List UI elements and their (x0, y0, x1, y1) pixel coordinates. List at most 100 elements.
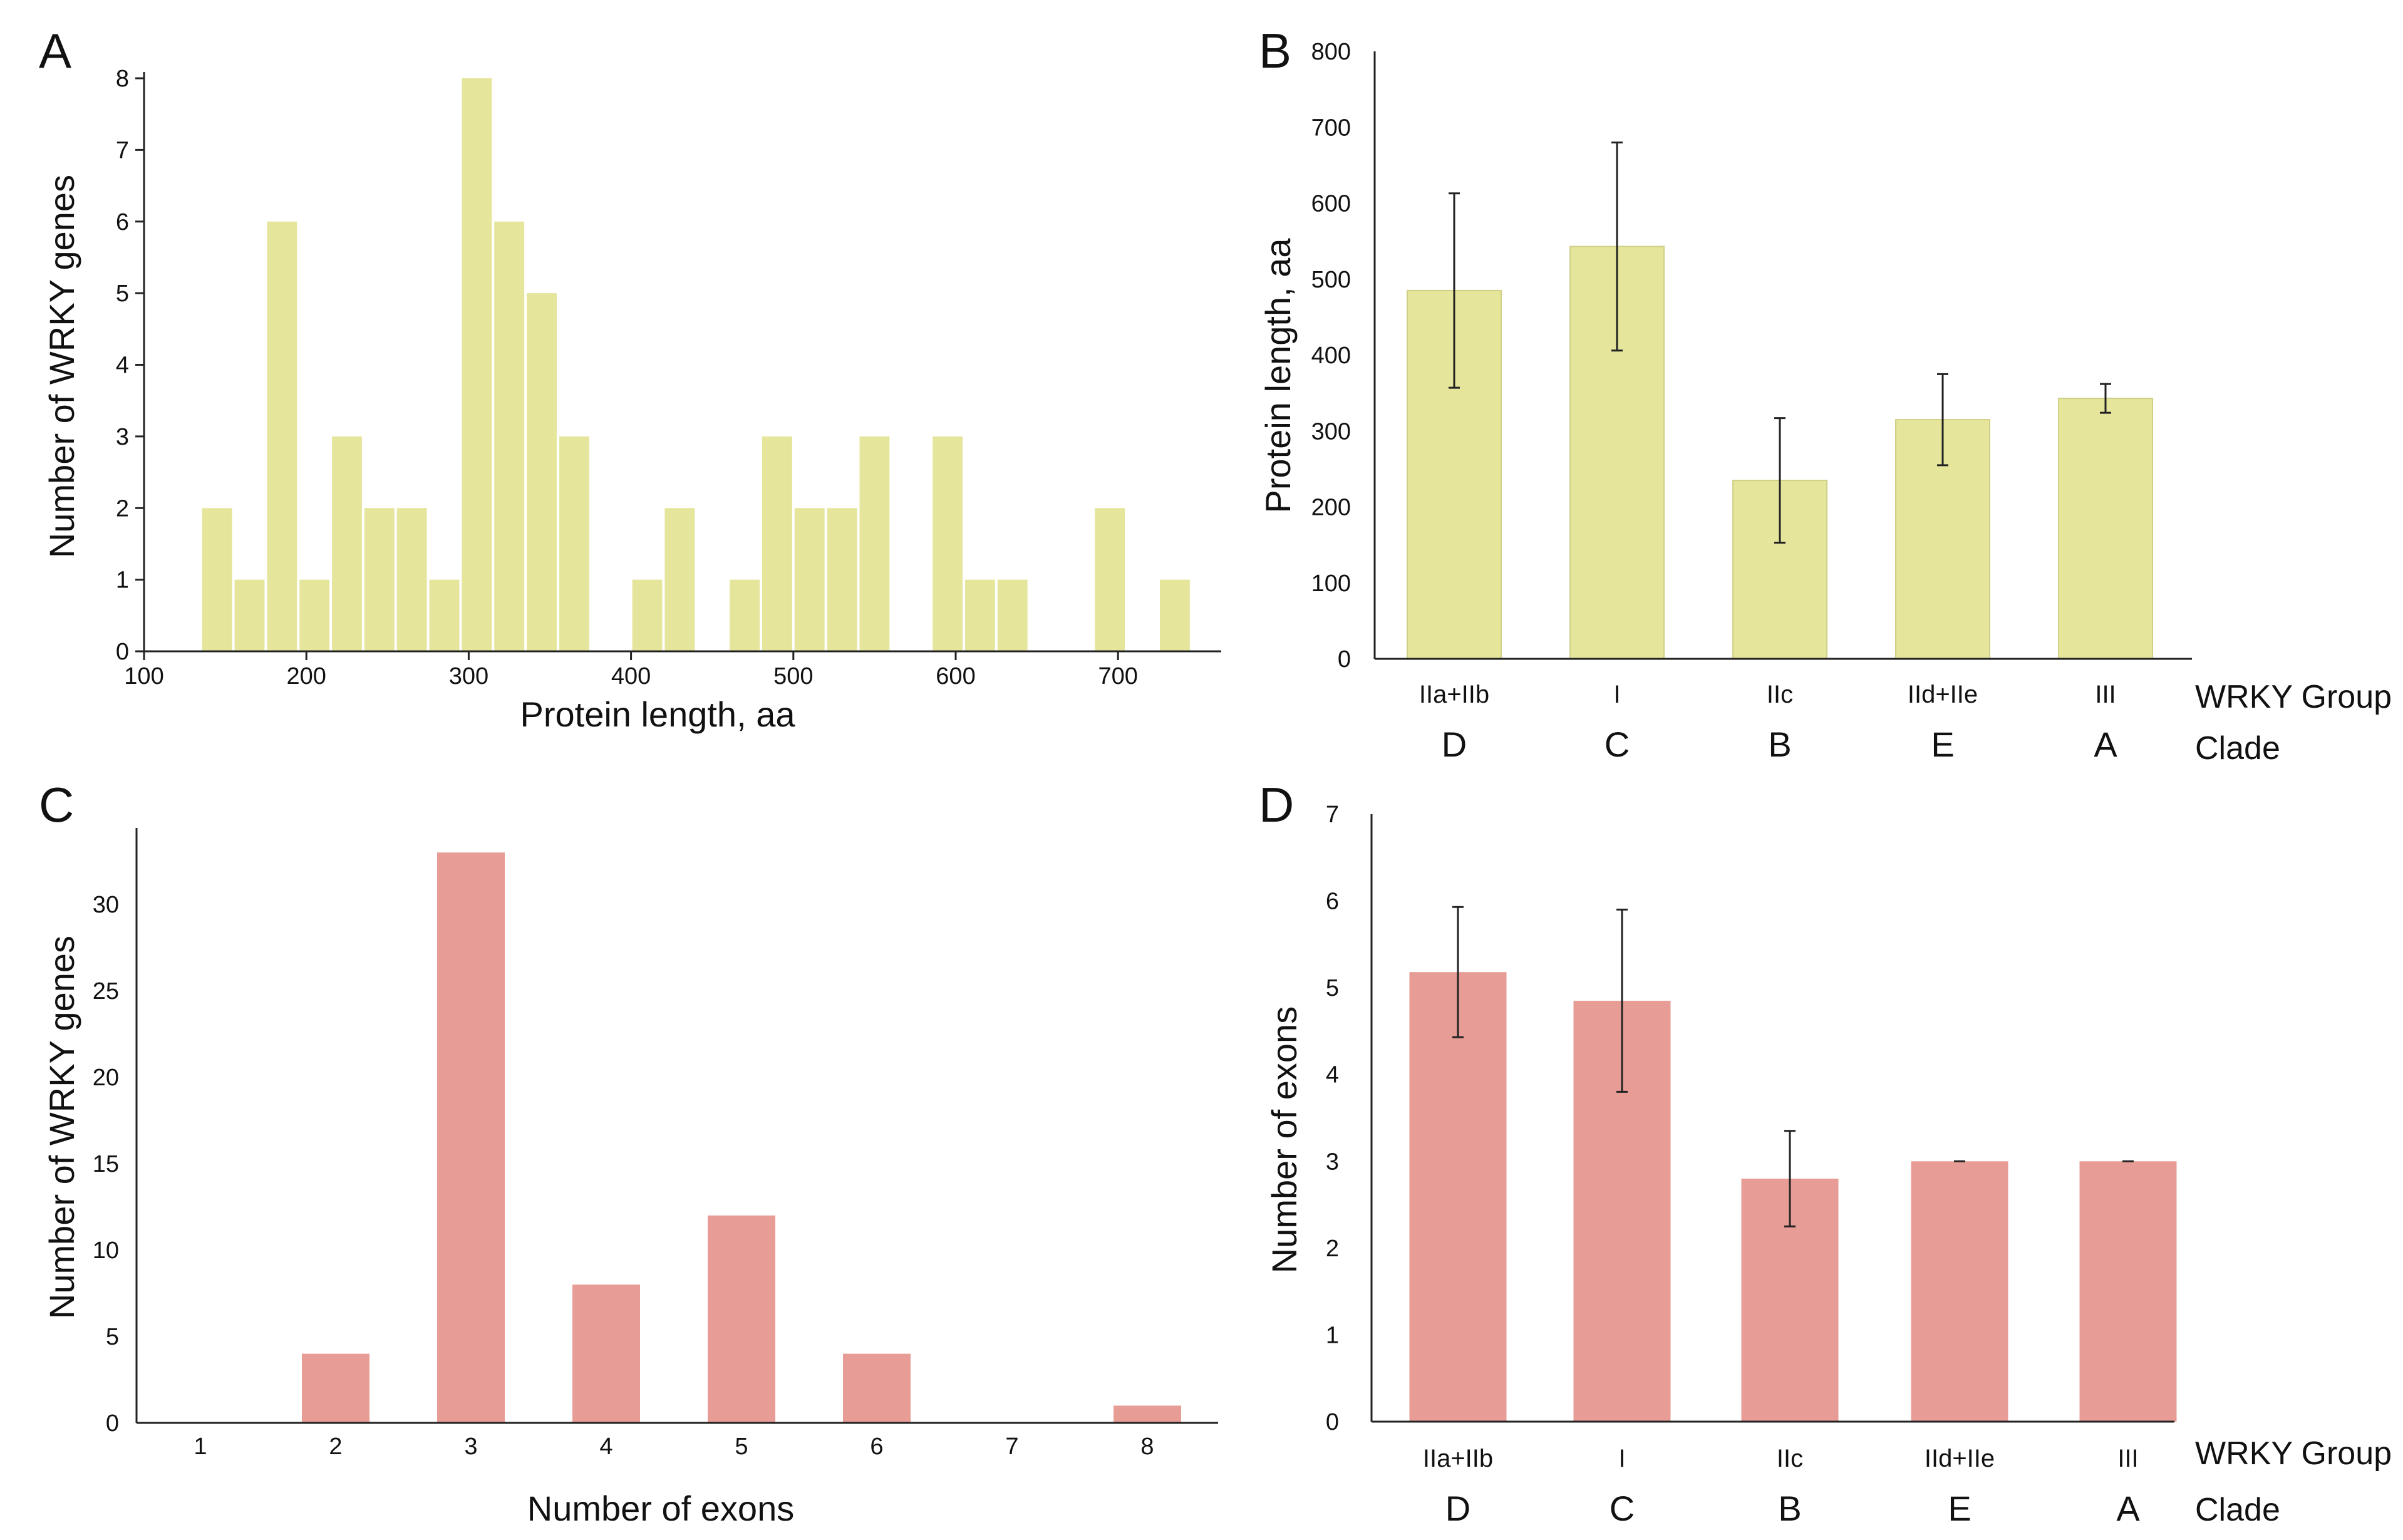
row-label-group-d: WRKY Group (2195, 1435, 2392, 1472)
histogram-bar (234, 579, 265, 651)
x-tick-label-c: 5 (735, 1434, 748, 1460)
y-tick-label-a: 0 (116, 639, 129, 665)
category-label-b: IIa+IIb (1419, 681, 1489, 708)
clade-label-b: E (1931, 725, 1954, 764)
y-tick-label-d: 2 (1326, 1236, 1339, 1262)
x-tick-label-c: 6 (870, 1434, 883, 1460)
count-bar (437, 852, 505, 1423)
histogram-bar (494, 221, 525, 651)
x-tick-label-c: 8 (1140, 1434, 1154, 1460)
clade-label-d: E (1948, 1489, 1971, 1528)
y-tick-label-a: 4 (116, 353, 129, 379)
histogram-bar (664, 508, 695, 651)
histogram-bar (933, 436, 963, 651)
x-tick-label-a: 700 (1098, 663, 1137, 690)
count-bar (572, 1284, 640, 1423)
histogram-bar (267, 221, 297, 651)
y-tick-label-c: 5 (106, 1324, 119, 1350)
y-axis-title-c: Number of WRKY genes (42, 936, 81, 1319)
x-tick-label-c: 2 (329, 1434, 342, 1460)
clade-label-d: C (1610, 1489, 1635, 1528)
y-tick-label-b: 700 (1311, 115, 1351, 141)
clade-label-b: B (1768, 725, 1791, 764)
x-axis-title-c: Number of exons (527, 1489, 794, 1528)
count-bar (1114, 1405, 1181, 1423)
category-label-d: IId+IIe (1925, 1445, 1995, 1472)
y-tick-label-b: 600 (1311, 191, 1351, 217)
histogram-bar (1095, 508, 1125, 651)
y-tick-label-c: 0 (106, 1410, 119, 1437)
histogram-bar (827, 508, 857, 651)
category-label-d: IIc (1777, 1445, 1803, 1472)
x-tick-label-a: 200 (286, 663, 326, 690)
histogram-bar (396, 508, 427, 651)
y-tick-label-d: 5 (1326, 975, 1339, 1001)
panel-letter-a: A (39, 23, 71, 78)
y-tick-label-a: 5 (116, 281, 129, 307)
histogram-bar (429, 579, 460, 651)
y-tick-label-b: 500 (1311, 267, 1351, 293)
category-label-b: IIc (1767, 681, 1793, 708)
x-tick-label-c: 3 (464, 1434, 477, 1460)
histogram-bar (1160, 579, 1190, 651)
panel-letter-d: D (1259, 777, 1294, 832)
histogram-bar (527, 293, 557, 651)
histogram-bar (332, 436, 362, 651)
x-tick-label-c: 4 (599, 1434, 612, 1460)
histogram-bar (632, 579, 663, 651)
clade-label-b: D (1442, 725, 1467, 764)
row-label-group-b: WRKY Group (2195, 679, 2392, 715)
mean-bar (1911, 1161, 2008, 1422)
clade-label-b: A (2094, 725, 2117, 764)
y-tick-label-a: 6 (116, 209, 129, 235)
category-label-b: I (1613, 681, 1620, 708)
y-axis-title-b: Protein length, aa (1258, 238, 1298, 514)
y-tick-label-b: 800 (1311, 39, 1351, 65)
y-axis-title-d: Number of exons (1264, 1006, 1304, 1273)
y-tick-label-d: 0 (1326, 1409, 1339, 1435)
y-tick-label-d: 4 (1326, 1062, 1339, 1088)
y-tick-label-c: 15 (93, 1151, 119, 1177)
y-tick-label-b: 400 (1311, 343, 1351, 369)
y-tick-label-d: 7 (1326, 802, 1339, 828)
y-tick-label-a: 3 (116, 424, 129, 450)
y-tick-label-b: 100 (1311, 571, 1351, 597)
x-tick-label-c: 7 (1005, 1434, 1018, 1460)
histogram-bar (997, 579, 1028, 651)
clade-label-b: C (1605, 725, 1630, 764)
histogram-bar (299, 579, 330, 651)
category-label-b: III (2095, 681, 2116, 708)
mean-bar (2079, 1161, 2177, 1422)
count-bar (843, 1353, 911, 1423)
mean-bar (1409, 972, 1507, 1422)
x-tick-label-a: 500 (773, 663, 813, 690)
histogram-bar (730, 579, 760, 651)
histogram-bar (364, 508, 395, 651)
histogram-bar (202, 508, 232, 651)
y-tick-label-c: 30 (93, 892, 119, 918)
y-tick-label-d: 3 (1326, 1149, 1339, 1175)
histogram-bar (762, 436, 792, 651)
y-tick-label-a: 1 (116, 567, 129, 594)
clade-label-d: A (2116, 1489, 2140, 1528)
y-tick-label-d: 1 (1326, 1322, 1339, 1348)
category-label-d: III (2117, 1445, 2138, 1472)
y-tick-label-c: 20 (93, 1065, 119, 1091)
histogram-bar (794, 508, 825, 651)
histogram-bar (859, 436, 890, 651)
y-tick-label-a: 7 (116, 137, 129, 163)
histogram-bar (559, 436, 589, 651)
x-tick-label-c: 1 (194, 1434, 207, 1460)
clade-label-d: D (1445, 1489, 1470, 1528)
category-label-d: IIa+IIb (1423, 1445, 1493, 1472)
histogram-bar (462, 78, 492, 651)
count-bar (708, 1215, 775, 1423)
y-tick-label-c: 10 (93, 1238, 119, 1264)
category-label-d: I (1618, 1445, 1625, 1472)
category-label-b: IId+IIe (1908, 681, 1978, 708)
y-tick-label-a: 2 (116, 495, 129, 522)
y-tick-label-b: 0 (1338, 646, 1351, 673)
row-label-clade-b: Clade (2195, 730, 2280, 767)
panel-letter-c: C (39, 777, 74, 832)
